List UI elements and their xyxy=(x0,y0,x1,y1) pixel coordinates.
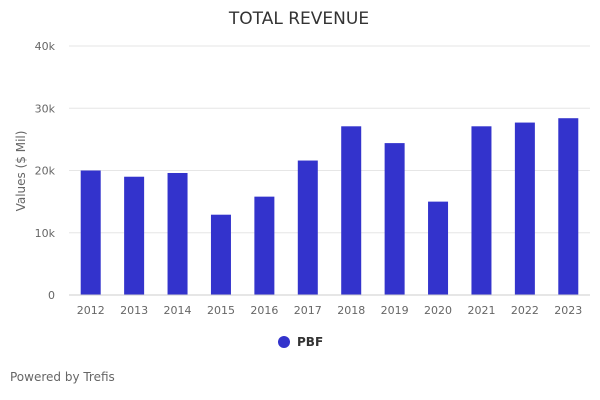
legend-marker-icon[interactable] xyxy=(278,336,290,348)
x-axis-ticks: 2012 2013 2014 2015 2016 2017 2018 2019 2020 2021… xyxy=(77,304,583,317)
x-tick-label: 2018 xyxy=(337,304,365,317)
x-tick-label: 2021 xyxy=(467,304,495,317)
x-tick-label: 2014 xyxy=(164,304,192,317)
bar-2017[interactable] xyxy=(297,160,318,295)
x-tick-label: 2016 xyxy=(250,304,278,317)
bar-2018[interactable] xyxy=(341,126,362,296)
bars xyxy=(80,118,579,296)
x-tick-label: 2013 xyxy=(120,304,148,317)
bar-2020[interactable] xyxy=(428,201,449,295)
y-axis-ticks: 0 10k 20k 30k 40k xyxy=(35,40,56,302)
x-tick-label: 2012 xyxy=(77,304,105,317)
y-axis-title: Values ($ Mil) xyxy=(14,131,28,212)
y-tick-label: 0 xyxy=(48,289,55,302)
bar-2013[interactable] xyxy=(124,176,145,295)
x-tick-label: 2022 xyxy=(511,304,539,317)
bar-2012[interactable] xyxy=(80,170,101,296)
bar-2014[interactable] xyxy=(167,172,188,295)
bar-2023[interactable] xyxy=(558,118,579,296)
y-tick-label: 20k xyxy=(35,165,56,178)
x-tick-label: 2017 xyxy=(294,304,322,317)
x-tick-label: 2020 xyxy=(424,304,452,317)
powered-by-credit: Powered by Trefis xyxy=(10,370,115,384)
x-tick-label: 2015 xyxy=(207,304,235,317)
y-tick-label: 40k xyxy=(35,40,56,53)
bar-2021[interactable] xyxy=(471,126,492,296)
bar-2019[interactable] xyxy=(384,143,405,295)
bar-2016[interactable] xyxy=(254,196,275,295)
grid-lines xyxy=(69,45,590,234)
chart-title: TOTAL REVENUE xyxy=(228,9,369,29)
y-tick-label: 10k xyxy=(35,227,56,240)
x-tick-label: 2019 xyxy=(381,304,409,317)
bar-2015[interactable] xyxy=(210,214,231,295)
legend[interactable]: PBF xyxy=(278,335,323,349)
y-tick-label: 30k xyxy=(35,102,56,115)
bar-2022[interactable] xyxy=(514,122,535,295)
x-tick-label: 2023 xyxy=(554,304,582,317)
legend-label-pbf[interactable]: PBF xyxy=(297,335,323,349)
